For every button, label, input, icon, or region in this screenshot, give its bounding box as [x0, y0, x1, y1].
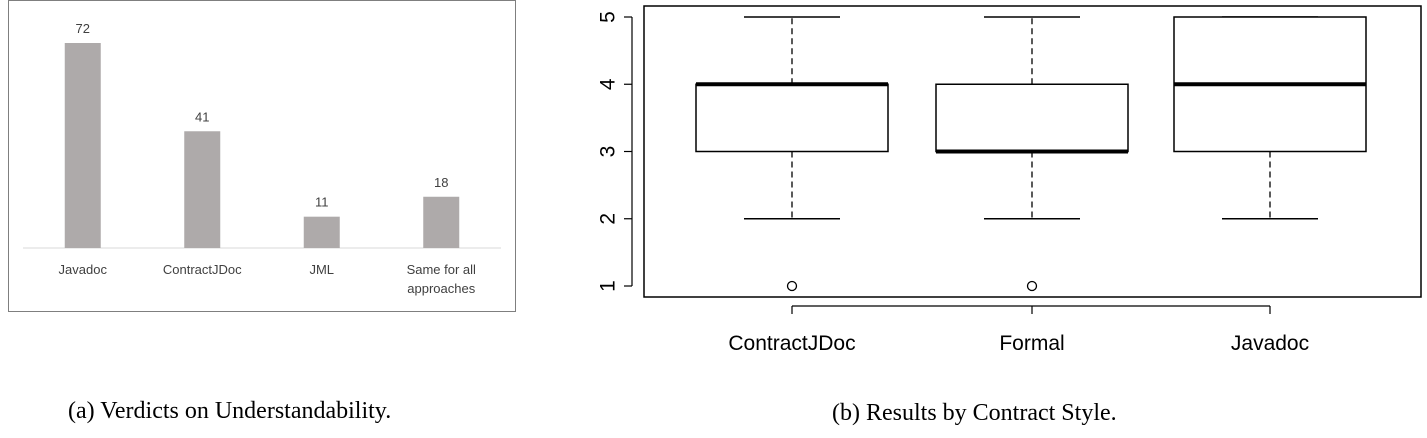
y-tick-label-2: 2 [597, 213, 620, 225]
outlier-1-0 [1026, 280, 1038, 292]
caption-a: (a) Verdicts on Understandability. [68, 398, 392, 424]
category-label-3-0: Same for all [407, 262, 476, 277]
bar-1 [184, 131, 221, 248]
bar-chart: 72 Javadoc 41 ContractJDoc 11 JML 18 Same for a… [23, 21, 501, 296]
bar-0 [64, 43, 101, 248]
outlier-0-0 [786, 280, 798, 292]
data-label-0: 72 [76, 21, 90, 36]
box-1 [935, 16, 1129, 292]
x-tick-label-1: Formal [999, 332, 1064, 355]
category-label-3-1: approaches [407, 281, 475, 296]
y-tick-label-1: 1 [597, 280, 620, 292]
bar-chart-panel: 72 Javadoc 41 ContractJDoc 11 JML 18 Same for a… [8, 0, 516, 312]
box-plot: 1 2 3 4 5 ContractJDoc Formal Javadoc [597, 5, 1422, 355]
y-tick-label-5: 5 [597, 11, 620, 23]
category-label-1-0: ContractJDoc [163, 262, 242, 277]
plot-frame [643, 5, 1422, 298]
data-label-2: 11 [315, 195, 329, 210]
box-plot-panel: 1 2 3 4 5 ContractJDoc Formal Javadoc [580, 0, 1427, 380]
x-tick-label-2: Javadoc [1231, 332, 1309, 355]
iqr-box-1 [935, 83, 1129, 153]
box-0 [695, 16, 889, 292]
y-tick-label-3: 3 [597, 146, 620, 158]
y-tick-label-4: 4 [597, 78, 620, 90]
category-label-2-0: JML [309, 262, 334, 277]
caption-b: (b) Results by Contract Style. [832, 400, 1117, 426]
x-tick-label-0: ContractJDoc [728, 332, 855, 355]
category-label-0-0: Javadoc [59, 262, 108, 277]
data-label-3: 18 [434, 175, 448, 190]
data-label-1: 41 [195, 109, 209, 124]
iqr-box-0 [695, 83, 889, 153]
bar-3 [423, 196, 460, 248]
bar-2 [303, 216, 340, 248]
box-2 [1173, 16, 1367, 220]
